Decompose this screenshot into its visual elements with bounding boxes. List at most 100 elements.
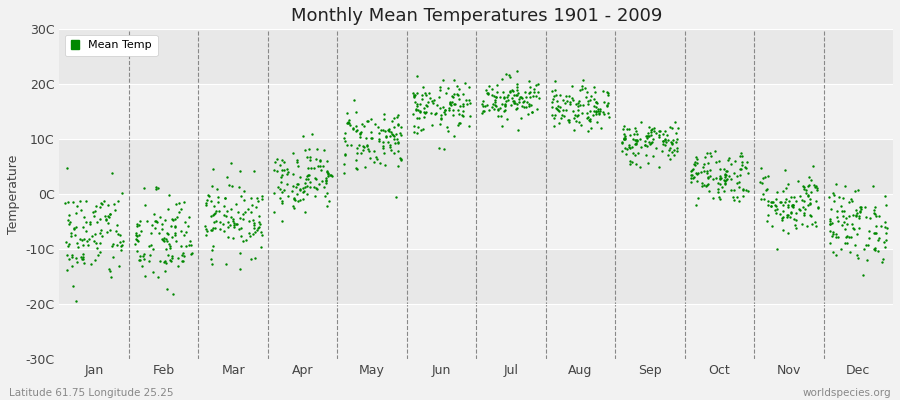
Point <box>234 233 248 239</box>
Point <box>825 248 840 255</box>
Point <box>796 184 811 190</box>
Point <box>391 122 405 128</box>
Point <box>618 133 633 139</box>
Point <box>781 181 796 187</box>
Point <box>302 172 316 178</box>
Point <box>80 238 94 244</box>
Point <box>805 221 819 228</box>
Point <box>322 172 337 178</box>
Point <box>231 184 246 190</box>
Point <box>508 106 523 112</box>
Point <box>760 212 775 218</box>
Point <box>426 100 440 106</box>
Point <box>242 218 256 224</box>
Point <box>784 210 798 216</box>
Point <box>246 217 260 223</box>
Point <box>497 108 511 114</box>
Point <box>799 223 814 230</box>
Point <box>271 184 285 190</box>
Point <box>212 208 226 214</box>
Point <box>377 150 392 156</box>
Point <box>869 230 884 237</box>
Point <box>352 142 366 149</box>
Point <box>796 204 810 210</box>
Point <box>132 232 147 238</box>
Point <box>417 109 431 116</box>
Point <box>713 196 727 202</box>
Point <box>797 206 812 212</box>
Point <box>529 92 544 99</box>
Point <box>793 192 807 199</box>
Point <box>859 242 873 249</box>
Point <box>79 228 94 234</box>
Point <box>626 144 640 151</box>
Point <box>138 273 152 279</box>
Point <box>803 196 817 202</box>
Point <box>230 221 244 227</box>
Point <box>61 220 76 227</box>
Point <box>448 101 463 107</box>
Point <box>492 104 507 111</box>
Point <box>510 68 525 74</box>
Point <box>615 148 629 154</box>
Point <box>305 131 320 138</box>
Point <box>218 195 232 201</box>
Point <box>787 204 801 210</box>
Point <box>367 120 382 127</box>
Point <box>382 132 397 139</box>
Point <box>514 115 528 121</box>
Point <box>718 168 733 174</box>
Point <box>641 130 655 136</box>
Point <box>76 251 90 257</box>
Point <box>241 230 256 236</box>
Point <box>546 122 561 129</box>
Point <box>580 114 595 120</box>
Point <box>580 94 594 100</box>
Point <box>184 250 198 257</box>
Point <box>169 201 184 208</box>
Bar <box>59 249 893 304</box>
Point <box>475 110 490 117</box>
Point <box>591 111 606 118</box>
Point <box>718 171 733 177</box>
Point <box>629 141 643 147</box>
Point <box>199 226 213 232</box>
Point <box>129 232 143 238</box>
Point <box>839 234 853 240</box>
Point <box>640 133 654 140</box>
Point <box>217 228 231 234</box>
Point <box>878 202 893 208</box>
Point <box>68 232 82 238</box>
Point <box>320 203 335 209</box>
Point <box>689 160 704 166</box>
Point <box>620 125 634 132</box>
Point <box>428 111 443 117</box>
Point <box>153 258 167 264</box>
Point <box>566 126 580 133</box>
Point <box>292 197 307 203</box>
Point <box>481 90 495 97</box>
Point <box>516 99 530 106</box>
Point <box>666 136 680 143</box>
Point <box>810 185 824 191</box>
Point <box>770 210 784 216</box>
Point <box>385 131 400 138</box>
Point <box>700 181 715 187</box>
Point <box>652 132 667 139</box>
Point <box>229 220 243 227</box>
Point <box>689 178 704 184</box>
Point <box>770 189 785 196</box>
Point <box>210 186 224 192</box>
Point <box>544 88 559 94</box>
Point <box>655 148 670 154</box>
Point <box>344 142 358 149</box>
Point <box>487 93 501 99</box>
Point <box>199 202 213 208</box>
Point <box>286 203 301 209</box>
Point <box>498 107 512 113</box>
Point <box>777 202 791 208</box>
Point <box>170 255 184 261</box>
Point <box>417 113 431 120</box>
Point <box>657 142 671 148</box>
Point <box>776 226 790 233</box>
